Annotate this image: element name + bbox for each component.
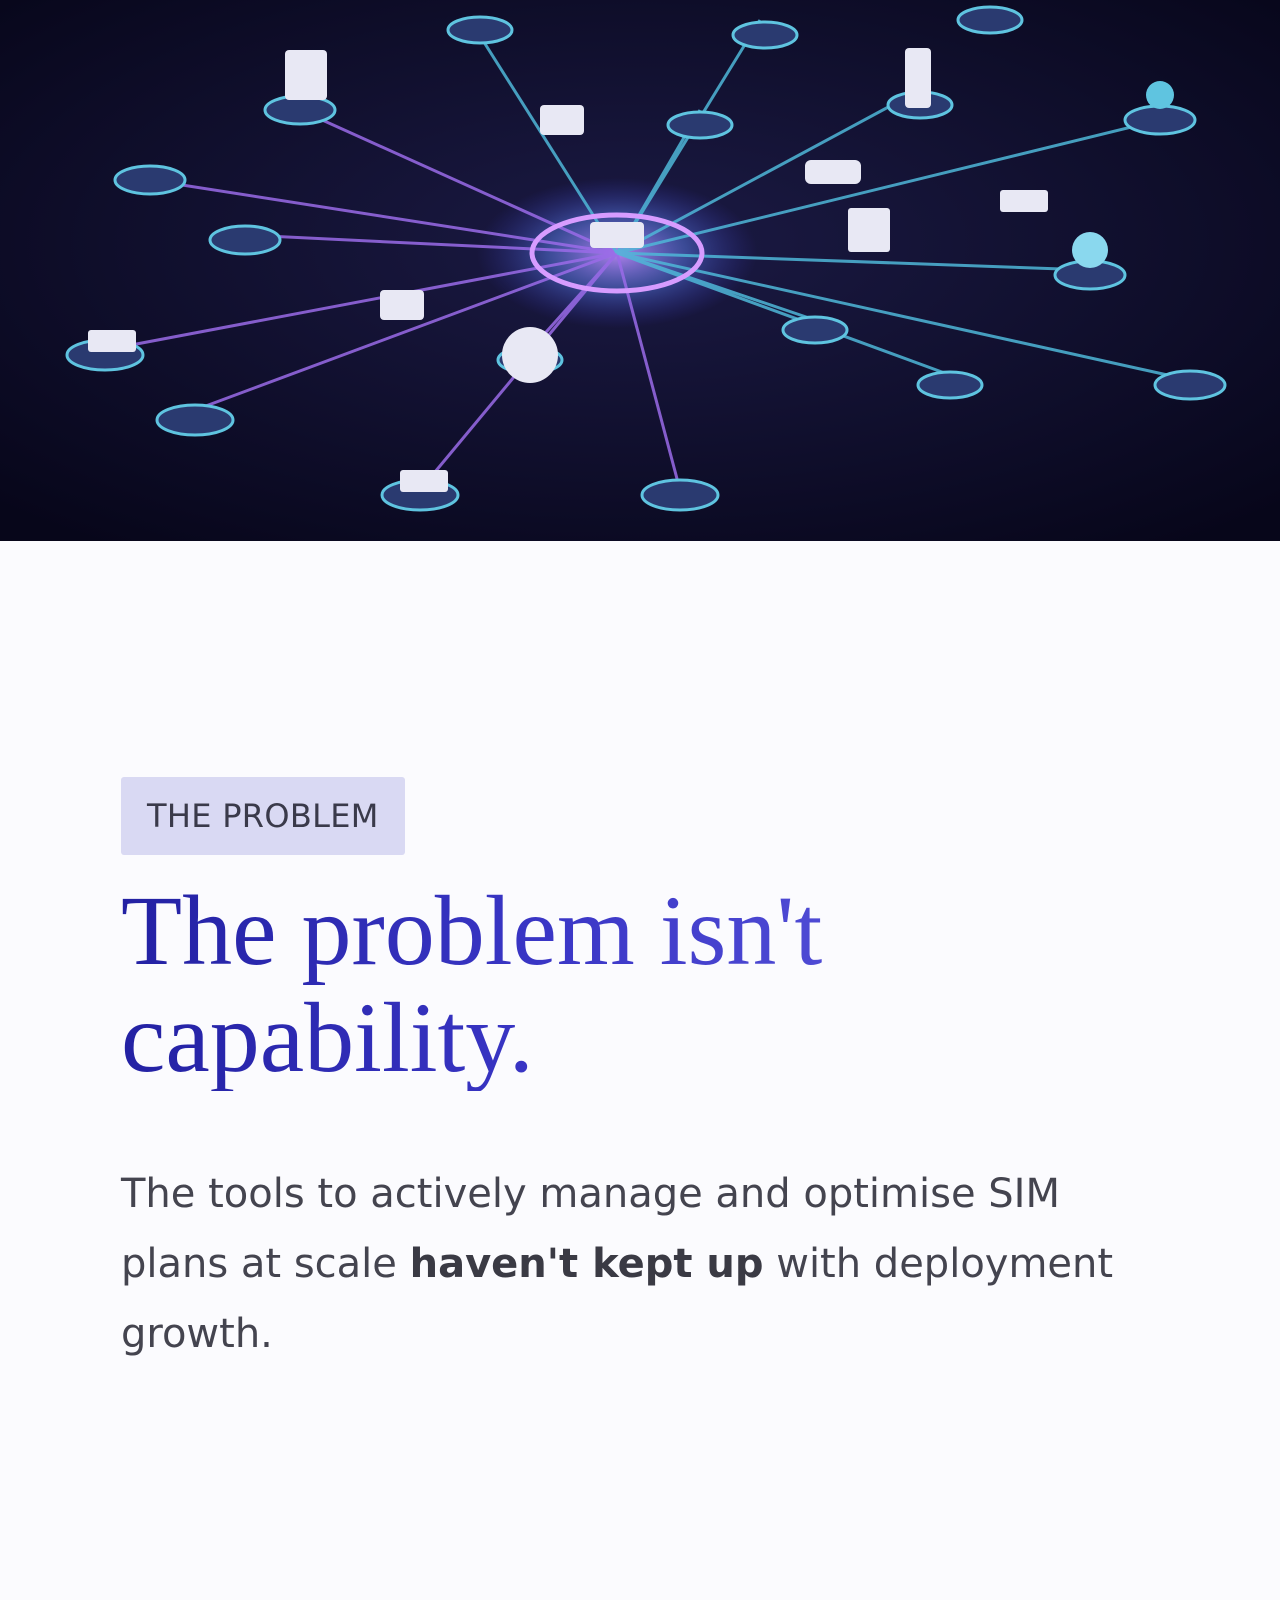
- body-text: with deployment growth.: [121, 1241, 1114, 1357]
- problem-section: THE PROBLEM The problem isn't capability…: [121, 777, 1121, 1369]
- body-text: The tools to actively manage and optimis…: [121, 1171, 1060, 1287]
- section-badge: THE PROBLEM: [121, 777, 405, 855]
- body-emphasis: haven't kept up: [409, 1241, 764, 1287]
- section-heading: The problem isn't capability.: [121, 877, 981, 1091]
- hero-image: [0, 0, 1280, 541]
- section-body: The tools to actively manage and optimis…: [121, 1159, 1121, 1369]
